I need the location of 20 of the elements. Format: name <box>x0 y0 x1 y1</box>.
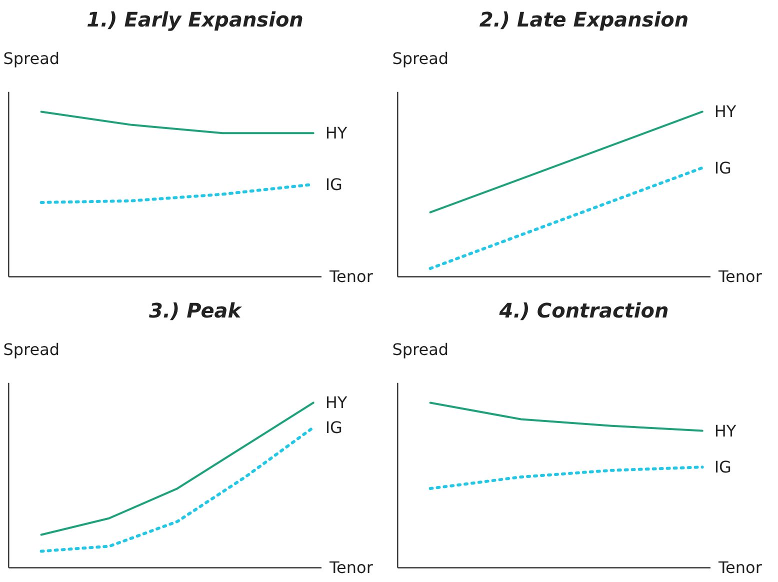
chart-title: 3.) Peak <box>148 298 243 322</box>
series-label: HY <box>325 124 348 143</box>
series-label: IG <box>325 418 342 437</box>
series-label: IG <box>714 458 732 477</box>
chart-title: 4.) Contraction <box>498 298 669 322</box>
y-axis-title: Spread <box>3 48 60 68</box>
series-label: IG <box>325 174 342 194</box>
x-axis-title: Tenor <box>328 267 374 286</box>
x-axis-title: Tenor <box>328 558 374 578</box>
series-label: HY <box>325 393 348 412</box>
y-axis-title: Spread <box>392 48 449 68</box>
series-label: HY <box>714 102 736 122</box>
y-axis-title: Spread <box>3 340 60 359</box>
x-axis-title: Tenor <box>717 267 762 286</box>
y-axis-title: Spread <box>392 340 449 359</box>
series-label: HY <box>714 421 736 440</box>
chart-title: 2.) Late Expansion <box>479 8 689 32</box>
chart-title: 1.) Early Expansion <box>86 8 304 32</box>
x-axis-title: Tenor <box>717 558 762 578</box>
series-label: IG <box>714 158 732 178</box>
